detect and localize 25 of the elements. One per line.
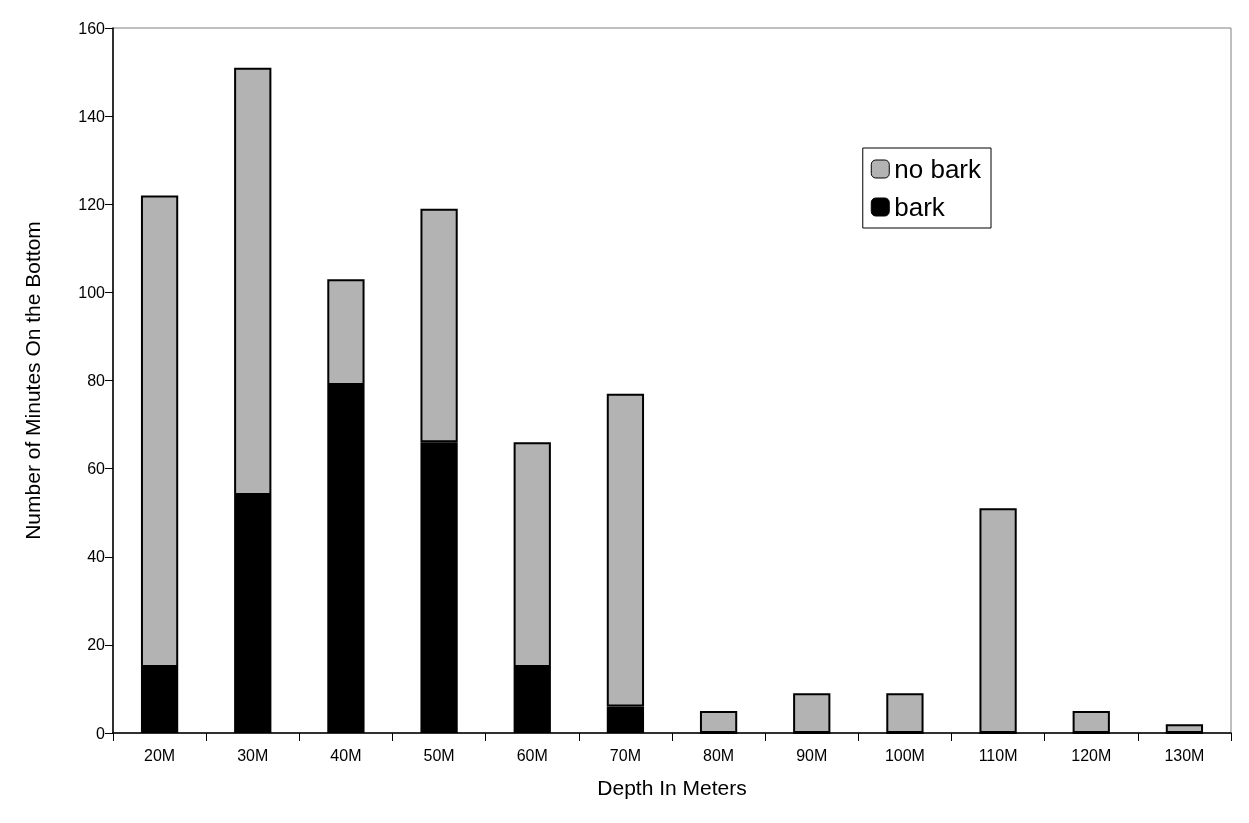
x-tick-label: 100M: [884, 746, 925, 764]
y-tick-label: 160: [78, 19, 106, 37]
x-tick-label: 90M: [796, 746, 828, 764]
y-tick-label: 100: [78, 283, 106, 301]
legend-label: bark: [894, 192, 946, 222]
x-tick-label: 80M: [703, 746, 735, 764]
x-tick-label: 30M: [237, 746, 269, 764]
x-tick-label: 70M: [609, 746, 641, 764]
x-tick-label: 60M: [516, 746, 548, 764]
y-tick-label: 0: [96, 724, 106, 742]
x-tick-label: 120M: [1071, 746, 1112, 764]
x-tick-label: 130M: [1164, 746, 1205, 764]
y-tick-label: 120: [78, 195, 106, 213]
x-tick-label: 40M: [330, 746, 362, 764]
y-tick-label: 20: [87, 636, 106, 654]
y-tick-label: 40: [87, 548, 106, 566]
x-axis-title: Depth In Meters: [597, 776, 747, 799]
legend-label: no bark: [894, 154, 982, 184]
x-tick-label: 110M: [978, 746, 1018, 764]
y-axis-title: Number of Minutes On the Bottom: [21, 221, 44, 540]
y-tick-label: 60: [87, 460, 106, 478]
y-tick-label: 80: [87, 372, 106, 389]
y-tick-label: 140: [78, 107, 106, 125]
x-tick-label: 20M: [144, 746, 176, 764]
x-tick-label: 50M: [423, 746, 455, 764]
